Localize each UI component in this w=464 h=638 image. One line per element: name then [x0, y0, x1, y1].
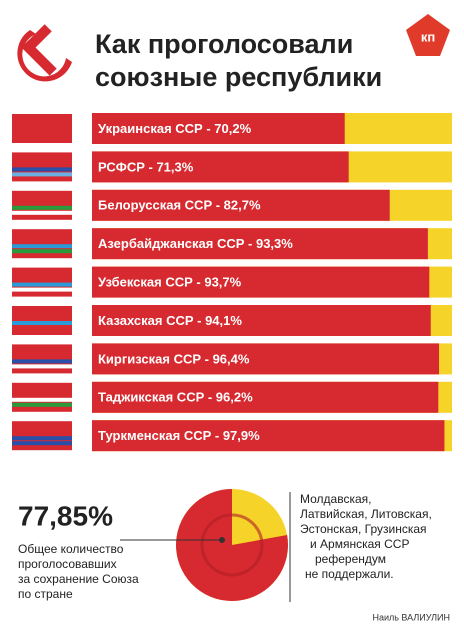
flag [12, 152, 72, 182]
flag [12, 114, 72, 143]
note-line: и Армянская ССР [310, 537, 409, 551]
flag-stripe [12, 205, 72, 210]
note-line: Эстонская, Грузинская [300, 522, 427, 536]
summary-caption: за сохранение Союза [18, 572, 139, 586]
flag [12, 267, 72, 297]
flag [12, 229, 72, 259]
bar [92, 420, 445, 452]
pie-slice [176, 489, 288, 602]
hammer-sickle-icon [17, 24, 72, 82]
emblem [200, 513, 264, 577]
flag-stripe [12, 364, 72, 369]
flag-stripe [12, 287, 72, 292]
bar [92, 266, 430, 298]
pointer-dot [219, 537, 225, 543]
note-line: Латвийская, Литовская, [300, 507, 432, 521]
summary-caption: Общее количество [18, 542, 124, 556]
bar [92, 228, 428, 260]
bar-label: Белорусская ССР - 82,7% [98, 198, 261, 213]
flag-stripe [12, 436, 72, 441]
logo-star [406, 14, 450, 56]
logo: кп [406, 14, 450, 56]
summary-caption: проголосовавших [18, 557, 117, 571]
note-line: референдум [315, 552, 386, 566]
bar-label: РСФСР - 71,3% [98, 159, 194, 174]
title-line: союзные республики [95, 62, 382, 92]
logo-text: кп [421, 29, 435, 44]
flag-stripe [12, 172, 72, 177]
title-line: Как проголосовали [95, 29, 353, 59]
bar [92, 189, 390, 221]
flag-stripe [12, 249, 72, 254]
flag-stripe [12, 397, 72, 402]
summary-value: 77,85% [18, 500, 113, 531]
flag [12, 306, 72, 335]
bar-label: Казахская ССР - 94,1% [98, 313, 242, 328]
bar-label: Киргизская ССР - 96,4% [98, 351, 250, 366]
bar-label: Узбекская ССР - 93,7% [98, 275, 242, 290]
bar-label: Таджикская ССР - 96,2% [98, 390, 253, 405]
bar-label: Украинская ССР - 70,2% [98, 121, 252, 136]
flag-stripe [12, 441, 72, 446]
flag-stripe [12, 359, 72, 364]
bar [92, 381, 439, 413]
bar [92, 151, 349, 183]
note-line: Молдавская, [300, 492, 371, 506]
flag-stripe [12, 167, 72, 172]
summary-caption: по стране [18, 587, 73, 601]
flag-stripe [12, 282, 72, 287]
flag-stripe [12, 210, 72, 215]
bar-label: Азербайджанская ССР - 93,3% [98, 236, 293, 251]
credit: Наиль ВАЛИУЛИН [372, 612, 450, 622]
bar-label: Туркменская ССР - 97,9% [98, 428, 260, 443]
flag [12, 382, 72, 412]
flag-stripe [12, 244, 72, 249]
note-line: не поддержали. [305, 567, 394, 581]
flag [12, 190, 72, 220]
flag-stripe [12, 402, 72, 407]
flag [12, 421, 72, 451]
bar [92, 343, 440, 375]
flag [12, 344, 72, 374]
flag-stripe [12, 321, 72, 325]
bar [92, 305, 431, 336]
bar [92, 113, 345, 144]
